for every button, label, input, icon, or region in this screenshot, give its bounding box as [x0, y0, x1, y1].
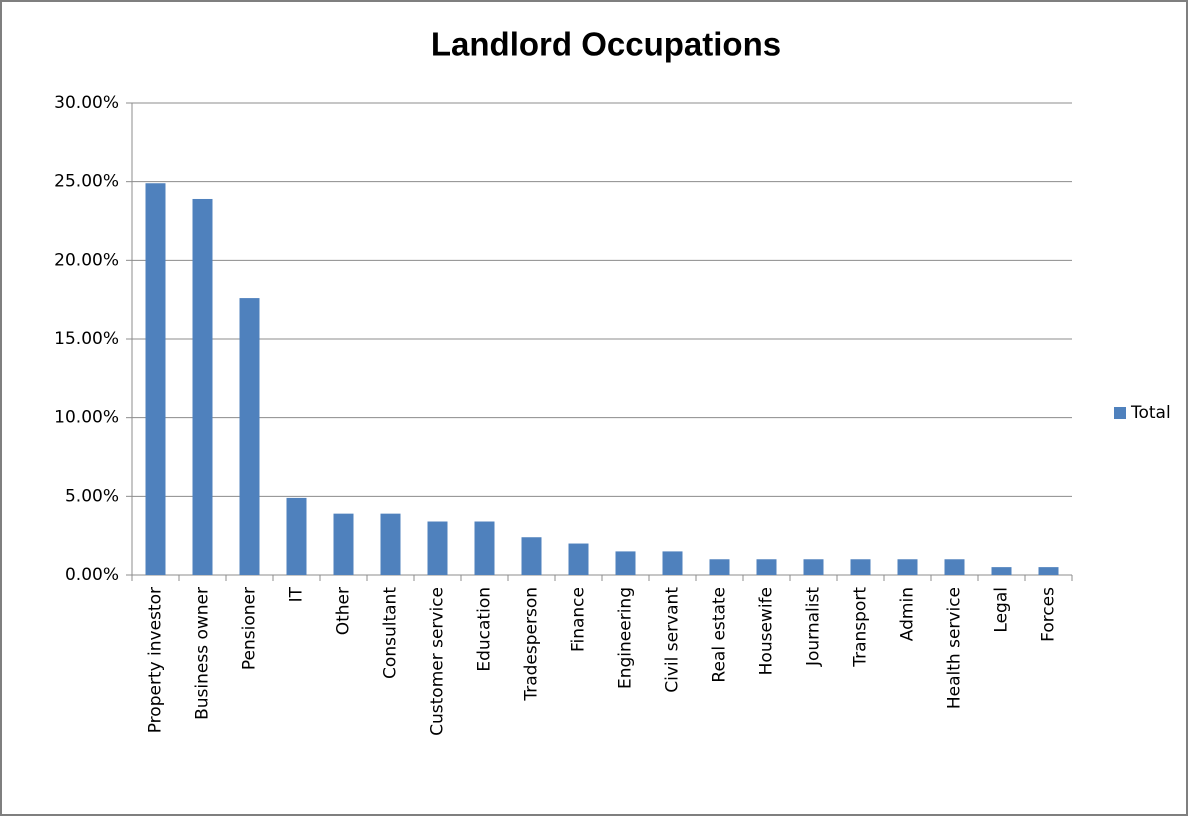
x-tick-label: Tradesperson [522, 587, 542, 702]
bar [192, 198, 213, 575]
bar [333, 513, 354, 575]
y-tick-label: 10.00% [54, 408, 119, 428]
bar [991, 567, 1012, 575]
x-tick-label: Education [475, 587, 495, 672]
y-tick-label: 30.00% [54, 93, 119, 113]
x-tick-label: Consultant [381, 587, 401, 679]
bar [239, 298, 260, 575]
x-tick-label: IT [287, 586, 307, 602]
x-tick-label: Transport [851, 587, 871, 668]
bar [709, 559, 730, 575]
y-tick-label: 25.00% [54, 172, 119, 192]
bar [568, 543, 589, 575]
bar [521, 537, 542, 575]
bar [803, 559, 824, 575]
x-tick-label: Finance [569, 587, 589, 652]
x-tick-label: Pensioner [240, 587, 260, 670]
legend-label: Total [1130, 403, 1171, 423]
x-tick-label: Civil servant [663, 587, 683, 693]
x-tick-label: Legal [992, 587, 1012, 633]
bar [474, 521, 495, 575]
x-tick-label: Customer service [428, 587, 448, 736]
bar [1038, 567, 1059, 575]
x-tick-label: Business owner [193, 587, 213, 720]
y-tick-label: 15.00% [54, 329, 119, 349]
x-tick-label: Journalist [804, 587, 824, 667]
bar [897, 559, 918, 575]
bar [427, 521, 448, 575]
y-tick-label: 20.00% [54, 250, 119, 270]
legend-swatch [1114, 407, 1126, 419]
bar [662, 551, 683, 575]
bar [756, 559, 777, 575]
bar [286, 497, 307, 575]
x-tick-label: Real estate [710, 587, 730, 683]
x-tick-label: Admin [898, 587, 918, 641]
bar [850, 559, 871, 575]
x-tick-label: Engineering [616, 587, 636, 689]
x-tick-label: Forces [1039, 587, 1059, 642]
bar [145, 183, 166, 576]
bar [380, 513, 401, 575]
x-tick-label: Other [334, 587, 354, 635]
x-tick-label: Health service [945, 587, 965, 709]
bar [615, 551, 636, 575]
y-tick-label: 0.00% [65, 565, 119, 585]
bar [944, 559, 965, 575]
x-tick-label: Housewife [757, 587, 777, 675]
x-tick-label: Property investor [146, 587, 166, 733]
chart-title: Landlord Occupations [431, 26, 781, 63]
y-tick-label: 5.00% [65, 486, 119, 506]
